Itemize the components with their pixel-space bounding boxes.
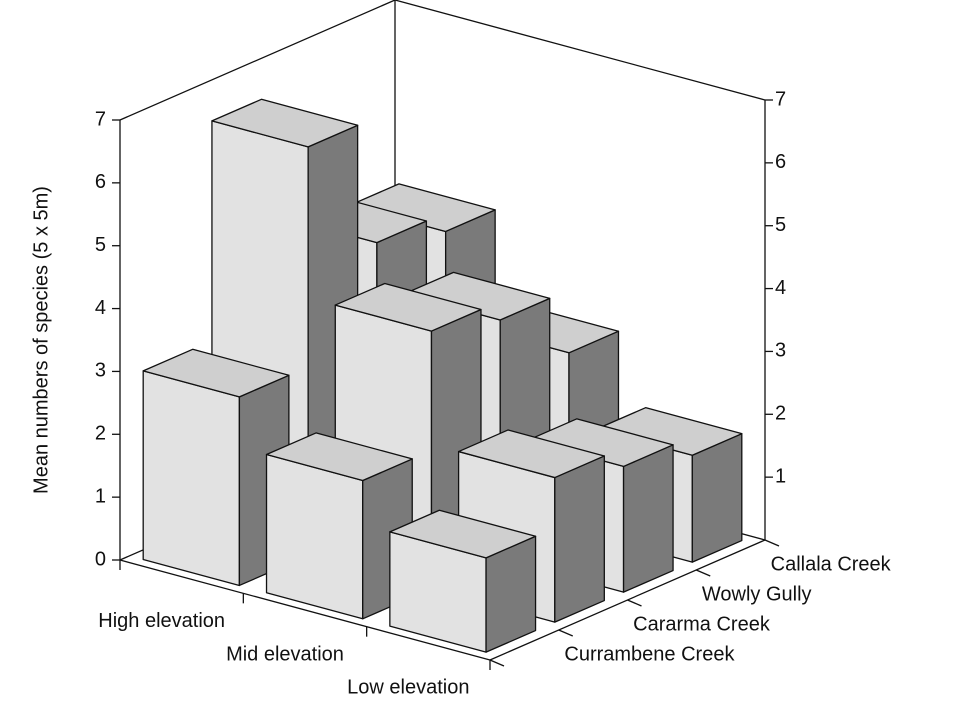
y-tick-label: 5 (95, 234, 106, 256)
z-tick-label: Callala Creek (771, 553, 892, 575)
y-tick-label: 0 (95, 548, 106, 570)
y2-tick-label: 6 (775, 151, 786, 173)
x-tick-label: High elevation (98, 610, 225, 632)
z-tick (489, 659, 505, 667)
z-tick-label: Currambene Creek (564, 643, 735, 665)
y2-tick-label: 7 (775, 88, 786, 110)
bar-side (622, 444, 674, 593)
bar-top (334, 282, 482, 332)
y-tick-label: 7 (95, 108, 106, 130)
z-tick (695, 569, 711, 577)
bar-side (554, 455, 605, 623)
y2-tick-label: 1 (775, 465, 786, 487)
bar-front (142, 370, 241, 587)
z-tick (764, 539, 780, 547)
y2-tick-label: 2 (775, 403, 786, 425)
y-tick-label: 4 (95, 297, 106, 319)
y2-tick-label: 3 (775, 340, 786, 362)
y-tick-label: 2 (95, 423, 106, 445)
floor-edge (119, 559, 491, 661)
bar-top (389, 509, 537, 559)
y2-tick-label: 4 (775, 277, 786, 299)
y-tick-label: 1 (95, 485, 106, 507)
x-tick-label: Mid elevation (226, 643, 344, 665)
z-tick (558, 629, 574, 637)
y2-tick-label: 5 (775, 214, 786, 236)
y-tick-label: 3 (95, 360, 106, 382)
y-axis-label: Mean numbers of species (5 x 5m) (30, 186, 52, 494)
z-tick (627, 599, 642, 607)
x-tick-label: Low elevation (347, 677, 469, 699)
bar-front (265, 453, 364, 620)
bar-top (265, 432, 413, 482)
y-tick-label: 6 (95, 171, 106, 193)
wall-top (394, 0, 766, 101)
bar-top (211, 98, 359, 148)
bar-side (691, 433, 743, 563)
z-tick-label: Cararma Creek (633, 613, 771, 635)
wall-top (119, 0, 396, 121)
z-tick-label: Wowly Gully (702, 583, 812, 605)
bar-top (457, 429, 605, 479)
bar-top (142, 348, 290, 398)
